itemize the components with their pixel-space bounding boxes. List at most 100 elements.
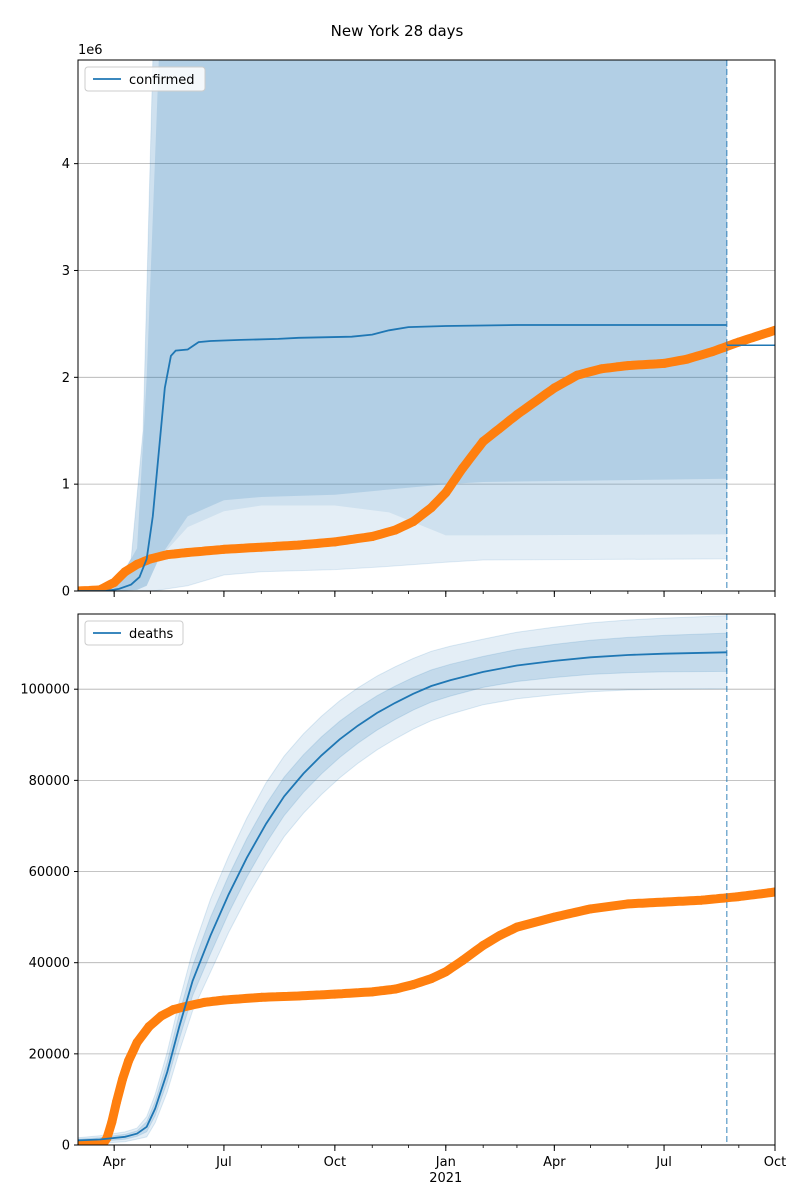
panel-deaths: 0 20000 40000 60000 80000 100000 deaths [20,613,776,1154]
observed-point [200,997,210,1007]
x-tick-label: Oct [764,1155,786,1170]
observed-point [426,974,436,984]
y-tick-label: 60000 [29,865,70,880]
x-year-label: 2021 [429,1171,462,1186]
observed-point [330,537,340,547]
observed-point [118,1074,128,1084]
observed-point [623,899,633,909]
observed-point [478,436,488,446]
y-tick-label: 20000 [29,1047,70,1062]
observed-point [495,930,505,940]
observed-point [168,1005,178,1015]
observed-point [145,554,155,564]
observed-point [132,1037,142,1047]
observed-point [441,967,451,977]
observed-point [294,991,304,1001]
y-tick-label: 100000 [20,683,70,698]
legend: deaths [84,620,184,646]
legend-box [84,66,206,92]
observed-point [707,347,717,357]
x-tick-label: Oct [324,1155,346,1170]
observed-point [549,912,559,922]
observed-point [441,488,451,498]
x-tick-label: Apr [543,1155,566,1170]
x-tick-label: Jul [215,1155,232,1170]
observed-point [107,1117,117,1127]
observed-point [596,364,606,374]
y-tick-label: 80000 [29,774,70,789]
observed-point [734,892,744,902]
x-tick-label: Jan [435,1155,456,1170]
observed-point [156,1011,166,1021]
observed-point [78,586,83,591]
observed-point [219,995,229,1005]
observed-point [458,463,468,473]
observed-point [623,361,633,371]
x-axis: Apr Jul Oct Jan Apr Jul Oct 2021 [103,1155,786,1186]
legend-label: deaths [129,627,174,642]
model-median-line [78,651,727,1142]
observed-point [256,542,266,552]
observed-point [586,904,595,914]
observed-point [120,567,130,577]
axes-frame [77,613,776,1146]
legend: confirmed [84,66,206,92]
observed-point [109,577,119,587]
confidence-band-outer [78,60,728,591]
observed-point [549,383,559,393]
plot-area [78,60,775,591]
observed-point [144,1021,154,1031]
observed-point [390,525,400,535]
panel-confirmed: 0 1 2 3 4 1e6 confirmed [62,43,776,600]
observed-point [734,337,744,347]
observed-point [659,897,669,907]
x-tick-label: Jul [655,1155,672,1170]
model-median-line [78,324,727,591]
observed-point [770,887,775,897]
legend-box [84,620,184,646]
observed-point [682,354,692,364]
y-tick-label: 0 [62,585,70,600]
observed-point [458,955,468,965]
observed-point [330,989,340,999]
observed-point [112,1097,122,1107]
observed-point [78,1140,83,1145]
y-tick-label: 4 [62,157,70,172]
observed-point [256,992,266,1002]
y-tick-label: 2 [62,371,70,386]
observed-point [95,585,105,591]
observed-point [408,980,418,990]
chart-title: New York 28 days [331,22,464,40]
axes-frame [77,59,776,592]
confidence-band-mid [78,60,727,591]
x-tick-label: Apr [103,1155,126,1170]
y-tick-label: 40000 [29,956,70,971]
observed-point [426,503,436,513]
observed-point [696,895,706,905]
observed-point [367,532,377,542]
plot-area [78,615,775,1145]
observed-point [124,1056,134,1066]
observed-point [132,559,142,569]
observed-point [512,410,522,420]
observed-point [478,940,488,950]
observed-point [770,325,775,335]
y-tick-label: 0 [62,1139,70,1154]
observed-point [162,550,172,560]
observed-point [659,358,669,368]
y-offset-text: 1e6 [78,43,103,58]
observed-point [572,370,582,380]
observed-point [294,540,304,550]
observed-point [367,987,377,997]
observed-point [183,548,193,558]
y-tick-label: 1 [62,478,70,493]
observed-point [390,984,400,994]
y-tick-label: 3 [62,264,70,279]
legend-label: confirmed [129,73,195,88]
observed-point [408,517,418,527]
observed-point [219,544,229,554]
confidence-band-inner [78,60,727,591]
observed-point [512,922,522,932]
